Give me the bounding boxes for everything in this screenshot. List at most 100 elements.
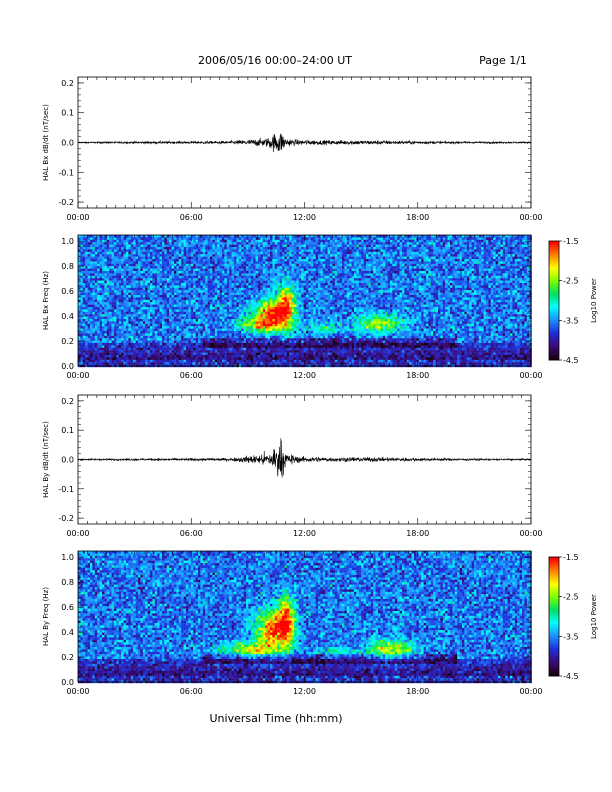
spectrogram-cell <box>255 268 259 272</box>
spectrogram-cell <box>138 304 141 308</box>
spectrogram-cell <box>205 287 208 291</box>
spectrogram-cell <box>243 355 247 358</box>
spectrogram-cell <box>90 314 93 317</box>
spectrogram-cell <box>162 350 165 353</box>
spectrogram-cell <box>217 285 220 288</box>
spectrogram-cell <box>152 350 155 353</box>
spectrogram-cell <box>145 347 148 351</box>
spectrogram-cell <box>159 340 163 344</box>
spectrogram-cell <box>286 326 290 329</box>
spectrogram-cell <box>104 311 107 315</box>
spectrogram-cell <box>174 254 177 257</box>
spectrogram-cell <box>130 362 134 365</box>
spectrogram-cell <box>123 309 127 312</box>
spectrogram-cell <box>202 326 206 329</box>
spectrogram-cell <box>205 299 208 303</box>
spectrogram-cell <box>248 290 251 293</box>
spectrogram-cell <box>260 239 263 243</box>
spectrogram-cell <box>270 345 273 348</box>
spectrogram-cell <box>104 321 107 324</box>
spectrogram-cell <box>121 251 124 255</box>
spectrogram-cell <box>123 314 127 317</box>
spectrogram-cell <box>123 352 127 356</box>
spectrogram-cell <box>212 235 215 238</box>
spectrogram-cell <box>262 295 266 298</box>
spectrogram-cell <box>258 244 261 248</box>
spectrogram-cell <box>159 304 163 308</box>
spectrogram-cell <box>241 235 244 238</box>
spectrogram-cell <box>255 328 259 332</box>
spectrogram-cell <box>272 268 275 272</box>
spectrogram-cell <box>176 295 179 298</box>
spectrogram-cell <box>152 256 155 260</box>
spectrogram-cell <box>169 273 172 276</box>
spectrogram-cell <box>190 350 194 353</box>
spectrogram-cell <box>140 345 143 348</box>
spectrogram-cell <box>282 307 285 310</box>
spectrogram-cell <box>128 362 131 365</box>
spectrogram-cell <box>171 307 175 310</box>
spectrogram-cell <box>243 290 247 293</box>
spectrogram-cell <box>118 251 122 255</box>
spectrogram-cell <box>188 335 191 339</box>
spectrogram-cell <box>241 287 244 291</box>
spectrogram-cell <box>128 254 131 257</box>
spectrogram-cell <box>164 302 167 305</box>
spectrogram-cell <box>226 338 230 341</box>
spectrogram-cell <box>109 247 112 250</box>
spectrogram-cell <box>202 261 206 264</box>
spectrogram-cell <box>255 280 259 284</box>
spectrogram-cell <box>277 278 280 281</box>
spectrogram-cell <box>265 297 268 300</box>
spectrogram-cell <box>234 357 237 360</box>
spectrogram-cell <box>207 247 211 250</box>
spectrogram-cell <box>97 347 100 351</box>
spectrogram-cell <box>198 254 201 257</box>
spectrogram-cell <box>243 254 247 257</box>
spectrogram-cell <box>147 362 151 365</box>
spectrogram-cell <box>265 333 268 336</box>
spectrogram-cell <box>205 292 208 296</box>
spectrogram-cell <box>164 266 167 269</box>
spectrogram-cell <box>142 323 146 327</box>
spectrogram-cell <box>121 331 124 334</box>
spectrogram-cell <box>258 275 261 279</box>
spectrogram-cell <box>171 333 175 336</box>
spectrogram-cell <box>193 283 196 286</box>
spectrogram-cell <box>85 328 88 332</box>
spectrogram-cell <box>262 307 266 310</box>
spectrogram-cell <box>195 249 199 252</box>
spectrogram-cell <box>200 292 203 296</box>
spectrogram-cell <box>111 347 115 351</box>
spectrogram-cell <box>152 244 155 248</box>
spectrogram-cell <box>219 316 223 320</box>
spectrogram-cell <box>212 345 215 348</box>
spectrogram-cell <box>207 239 211 243</box>
spectrogram-cell <box>200 256 203 260</box>
spectrogram-cell <box>274 271 278 274</box>
spectrogram-cell <box>106 345 110 348</box>
spectrogram-cell <box>286 335 290 339</box>
spectrogram-cell <box>214 275 218 279</box>
spectrogram-cell <box>85 304 88 308</box>
spectrogram-cell <box>140 247 143 250</box>
spectrogram-cell <box>274 355 278 358</box>
spectrogram-cell <box>284 333 287 336</box>
spectrogram-cell <box>226 285 230 288</box>
spectrogram-cell <box>286 261 290 264</box>
spectrogram-cell <box>217 321 220 324</box>
spectrogram-cell <box>241 263 244 267</box>
spectrogram-cell <box>174 307 177 310</box>
spectrogram-cell <box>123 323 127 327</box>
spectrogram-cell <box>111 331 115 334</box>
spectrogram-cell <box>267 357 271 360</box>
spectrogram-cell <box>255 299 259 303</box>
spectrogram-cell <box>106 304 110 308</box>
spectrogram-cell <box>171 331 175 334</box>
spectrogram-cell <box>195 275 199 279</box>
spectrogram-cell <box>262 333 266 336</box>
spectrogram-cell <box>128 290 131 293</box>
spectrogram-cell <box>277 319 280 322</box>
spectrogram-cell <box>234 266 237 269</box>
spectrogram-cell <box>224 273 227 276</box>
